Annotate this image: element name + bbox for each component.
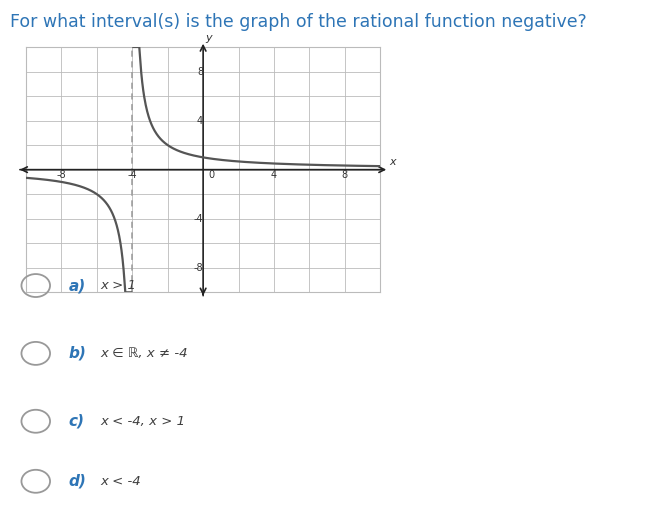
Text: -8: -8 bbox=[194, 263, 203, 273]
Text: 8: 8 bbox=[197, 66, 203, 77]
Text: b): b) bbox=[68, 346, 86, 361]
Text: 4: 4 bbox=[271, 170, 277, 180]
Text: y: y bbox=[205, 33, 212, 43]
Text: -8: -8 bbox=[57, 170, 66, 180]
Text: x > 1: x > 1 bbox=[101, 279, 136, 292]
Text: x ∈ ℝ, x ≠ -4: x ∈ ℝ, x ≠ -4 bbox=[101, 347, 188, 360]
Text: d): d) bbox=[68, 474, 86, 489]
Text: a): a) bbox=[68, 278, 86, 293]
Text: 0: 0 bbox=[209, 170, 214, 180]
Text: 4: 4 bbox=[197, 115, 203, 126]
Text: 8: 8 bbox=[342, 170, 348, 180]
Text: c): c) bbox=[68, 414, 84, 429]
Text: -4: -4 bbox=[127, 170, 137, 180]
Text: -4: -4 bbox=[194, 213, 203, 224]
Text: x < -4, x > 1: x < -4, x > 1 bbox=[101, 415, 186, 428]
Text: For what interval(s) is the graph of the rational function negative?: For what interval(s) is the graph of the… bbox=[10, 13, 586, 31]
Text: x: x bbox=[389, 157, 396, 167]
Text: x < -4: x < -4 bbox=[101, 475, 142, 488]
